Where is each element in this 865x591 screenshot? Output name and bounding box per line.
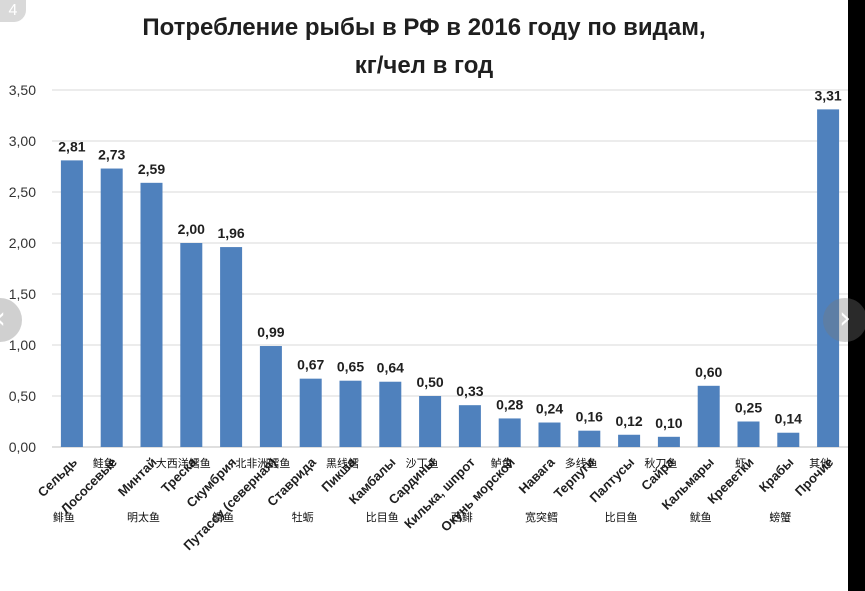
category-note: 多线鱼	[565, 456, 598, 470]
category-note: 鲱鱼	[53, 510, 75, 524]
data-label: 0,10	[655, 415, 682, 431]
data-label: 2,59	[138, 161, 165, 177]
y-tick-label: 1,00	[9, 337, 36, 353]
corner-page-icon: 4	[0, 0, 26, 22]
bar	[737, 421, 760, 447]
data-label: 0,99	[257, 324, 284, 340]
bar	[578, 430, 601, 447]
y-tick-label: 0,00	[9, 439, 36, 455]
next-slide-button[interactable]: ›	[823, 298, 865, 342]
data-label: 0,60	[695, 364, 722, 380]
category-note: 牡蛎	[292, 510, 314, 524]
y-tick-label: 1,50	[9, 286, 36, 302]
data-label: 2,81	[58, 138, 85, 154]
bar	[697, 385, 720, 447]
category-note: 螃蟹	[769, 510, 791, 524]
bar	[419, 396, 442, 447]
bar	[618, 434, 641, 447]
data-label: 0,64	[377, 360, 404, 376]
bar	[259, 346, 282, 447]
category-note: 明太鱼	[127, 510, 160, 524]
category-note: 鱿鱼	[690, 510, 712, 524]
data-label: 0,65	[337, 359, 364, 375]
x-tick-label: Минтай	[115, 455, 160, 500]
chart-title-line1: Потребление рыбы в РФ в 2016 году по вид…	[142, 14, 706, 41]
data-label: 0,24	[536, 401, 563, 417]
data-label: 0,16	[576, 409, 603, 425]
category-note: 比目鱼	[605, 510, 638, 524]
category-note: 鲈鱼	[491, 456, 513, 470]
bar	[379, 381, 402, 447]
category-note: 比目鱼	[366, 510, 399, 524]
bar	[777, 432, 800, 447]
bar	[60, 160, 83, 447]
bar	[180, 243, 203, 447]
category-note: 黑线鳕	[326, 456, 359, 470]
bar	[140, 182, 163, 447]
data-label: 0,12	[615, 413, 642, 429]
data-label: 0,28	[496, 396, 523, 412]
bar	[458, 405, 481, 447]
category-note: 鲑鱼	[93, 456, 115, 470]
bar	[299, 378, 322, 447]
bar	[657, 436, 680, 447]
bar	[100, 168, 123, 448]
x-tick-label: Крабы	[756, 455, 796, 495]
chart-title-line2: кг/чел в год	[354, 52, 494, 79]
category-note: 宽突鳕	[525, 510, 558, 524]
bar	[339, 380, 362, 447]
data-label: 2,73	[98, 147, 125, 163]
category-note: 沙丁鱼	[406, 456, 439, 470]
data-label: 0,25	[735, 400, 762, 416]
data-label: 3,31	[814, 87, 841, 103]
category-note: 大西洋鳕鱼	[156, 456, 211, 470]
category-note: 虾	[735, 457, 746, 470]
data-label: 0,33	[456, 383, 483, 399]
y-tick-label: 3,00	[9, 133, 36, 149]
y-tick-label: 2,00	[9, 235, 36, 251]
data-label: 1,96	[217, 225, 244, 241]
bar	[538, 422, 561, 447]
data-label: 2,00	[178, 221, 205, 237]
previous-slide-button[interactable]: ‹	[0, 298, 22, 342]
y-tick-label: 2,50	[9, 184, 36, 200]
category-note: 秋刀鱼	[644, 456, 677, 470]
data-label: 0,50	[416, 374, 443, 390]
data-label: 0,14	[775, 411, 802, 427]
y-tick-label: 0,50	[9, 388, 36, 404]
category-note: 西鲱	[451, 510, 473, 524]
category-note: 鲭鱼	[212, 510, 234, 524]
bar	[817, 109, 840, 447]
category-note: 北非洲鳕鱼	[235, 456, 290, 470]
bar	[220, 247, 243, 447]
category-note: 其他	[809, 457, 831, 470]
y-tick-label: 3,50	[9, 82, 36, 98]
data-label: 0,67	[297, 357, 324, 373]
bar	[498, 418, 521, 447]
